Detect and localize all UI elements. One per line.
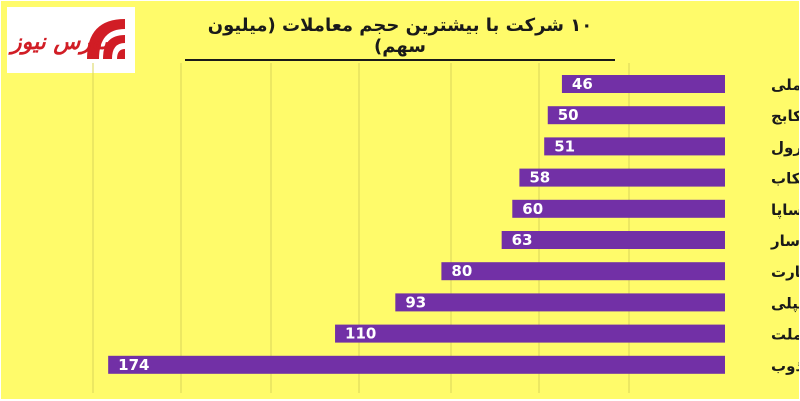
category-label: ذوب: [771, 357, 799, 375]
bar: [544, 137, 725, 156]
bar: [547, 106, 725, 125]
bourse-news-logo: بورس نیوز: [7, 7, 135, 73]
category-label: شپلی: [771, 294, 799, 313]
category-label: وپاسار: [770, 232, 799, 251]
data-label: 174: [118, 356, 149, 374]
chart-title: ۱۰ شرکت با بیشترین حجم معاملات (میلیون س…: [185, 15, 615, 61]
logo-swoosh-icon: [87, 19, 125, 59]
bar: [561, 75, 725, 93]
category-label: وسکابج: [771, 107, 799, 125]
data-label: 80: [451, 262, 472, 280]
bar: [512, 199, 725, 218]
category-label: وسکاب: [771, 170, 799, 188]
bar: [501, 231, 725, 249]
data-label: 51: [554, 137, 575, 155]
category-label: وبملت: [771, 326, 799, 344]
category-label: پترول: [771, 138, 799, 157]
data-label: 46: [572, 75, 593, 93]
data-label: 50: [558, 106, 579, 124]
data-label: 93: [405, 293, 426, 311]
bar: [395, 293, 725, 312]
bar: [441, 262, 725, 281]
bar: [519, 168, 725, 187]
logo-text: بورس نیوز: [11, 29, 109, 55]
bar: [335, 324, 725, 343]
data-label: 63: [512, 231, 533, 249]
data-label: 110: [345, 325, 376, 343]
bar: [108, 355, 726, 374]
category-label: وتجارت: [771, 263, 799, 281]
category-label: خساپا: [771, 201, 799, 220]
category-label: فملی: [771, 76, 799, 94]
data-label: 58: [529, 169, 550, 187]
data-label: 60: [522, 200, 543, 218]
